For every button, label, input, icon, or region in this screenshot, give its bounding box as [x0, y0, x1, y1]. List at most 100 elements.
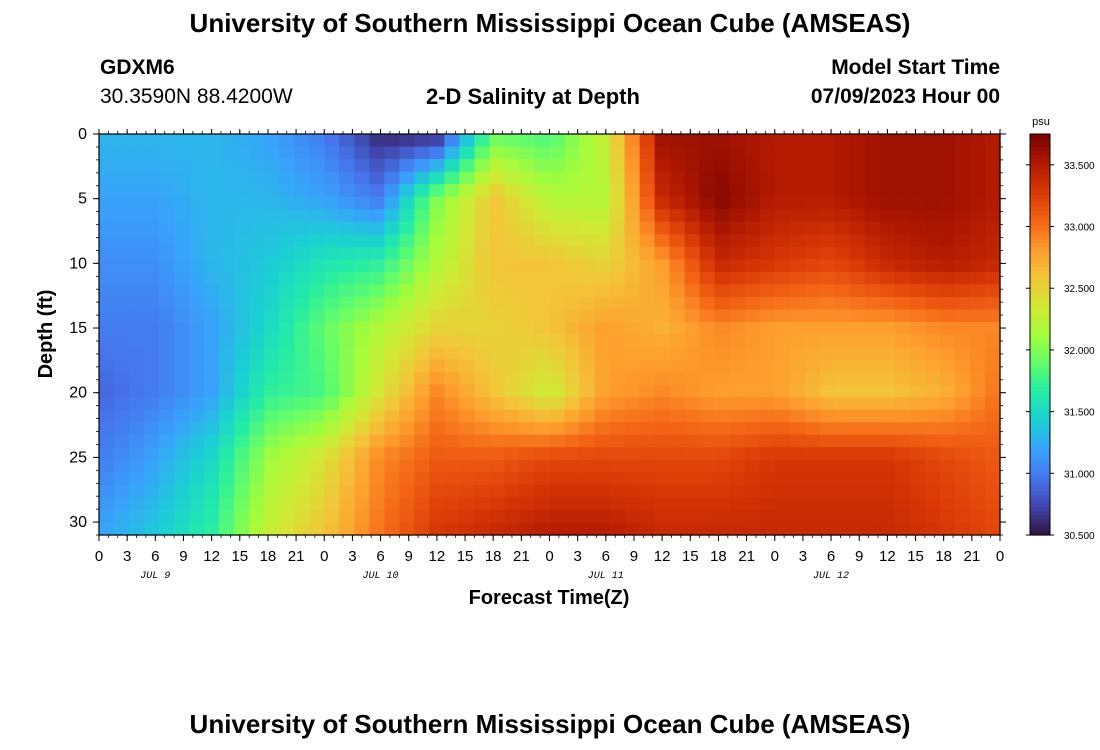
heatmap-cell — [849, 196, 866, 210]
heatmap-cell — [594, 171, 611, 185]
heatmap-cell — [729, 309, 746, 323]
heatmap-cell — [279, 372, 295, 386]
heatmap-cell — [879, 296, 896, 311]
heatmap-cell — [504, 372, 521, 386]
heatmap-cell — [384, 284, 400, 298]
heatmap-cell — [654, 234, 671, 248]
colorbar-segment — [1030, 138, 1050, 143]
y-tick-label: 20 — [69, 385, 87, 402]
heatmap-cell — [489, 397, 506, 411]
heatmap-cell — [744, 522, 761, 536]
heatmap-cell — [759, 359, 776, 373]
heatmap-cell — [144, 196, 160, 210]
heatmap-cell — [879, 271, 896, 285]
heatmap-cell — [249, 309, 265, 323]
heatmap-cell — [624, 321, 641, 336]
heatmap-cell — [249, 447, 265, 461]
heatmap-cell — [384, 422, 400, 436]
heatmap-cell — [744, 184, 761, 198]
heatmap-cell — [474, 434, 491, 448]
heatmap-cell — [399, 522, 415, 536]
heatmap-cell — [339, 509, 355, 524]
heatmap-cell — [159, 509, 175, 524]
heatmap-cell — [114, 347, 130, 361]
heatmap-cell — [174, 472, 190, 486]
heatmap-cell — [969, 334, 986, 348]
heatmap-cell — [114, 359, 130, 373]
heatmap-cell — [894, 246, 911, 260]
heatmap-cell — [819, 459, 836, 473]
colorbar-segment — [1030, 286, 1050, 291]
heatmap-cell — [174, 271, 190, 285]
heatmap-cell — [819, 409, 836, 423]
heatmap-cell — [924, 259, 941, 273]
heatmap-cell — [129, 271, 145, 285]
heatmap-cell — [189, 484, 205, 499]
heatmap-cell — [714, 146, 731, 160]
heatmap-cell — [864, 434, 881, 448]
heatmap-cell — [624, 209, 641, 223]
heatmap-cell — [744, 497, 761, 511]
heatmap-cell — [264, 372, 280, 386]
heatmap-cell — [444, 484, 460, 499]
heatmap-cell — [924, 221, 941, 235]
heatmap-cell — [414, 422, 430, 436]
heatmap-cell — [954, 359, 971, 373]
heatmap-cell — [654, 146, 671, 160]
heatmap-cell — [144, 221, 160, 235]
heatmap-cell — [489, 271, 506, 285]
heatmap-cell — [399, 209, 415, 223]
heatmap-cell — [399, 484, 415, 499]
heatmap-cell — [189, 184, 205, 198]
heatmap-cell — [804, 234, 821, 248]
heatmap-cell — [789, 309, 806, 323]
heatmap-cell — [969, 347, 986, 361]
heatmap-cell — [279, 447, 295, 461]
heatmap-cell — [969, 221, 986, 235]
heatmap-cell — [189, 409, 205, 423]
heatmap-cell — [984, 271, 1001, 285]
heatmap-cell — [339, 359, 355, 373]
heatmap-cell — [399, 434, 415, 448]
heatmap-cell — [459, 146, 476, 160]
heatmap-cell — [699, 234, 716, 248]
colorbar-segment — [1030, 150, 1050, 155]
heatmap-cell — [279, 347, 295, 361]
heatmap-cell — [909, 271, 926, 285]
heatmap-cell — [399, 146, 415, 160]
heatmap-cell — [444, 134, 460, 148]
heatmap-cell — [474, 447, 491, 461]
heatmap-cell — [369, 321, 385, 336]
heatmap-cell — [114, 409, 130, 423]
heatmap-cell — [249, 134, 265, 148]
heatmap-cell — [549, 497, 566, 511]
heatmap-cell — [459, 384, 476, 398]
heatmap-cell — [864, 334, 881, 348]
heatmap-cell — [564, 321, 581, 336]
heatmap-cell — [834, 309, 851, 323]
y-axis-title: Depth (ft) — [35, 290, 57, 379]
heatmap-cell — [309, 409, 325, 423]
heatmap-cell — [609, 159, 626, 173]
heatmap-cell — [759, 384, 776, 398]
heatmap-cell — [549, 434, 566, 448]
heatmap-cell — [729, 384, 746, 398]
colorbar-segment — [1030, 166, 1050, 171]
heatmap-cell — [534, 497, 551, 511]
heatmap-cell — [129, 171, 145, 185]
heatmap-cell — [279, 134, 295, 148]
heatmap-cell — [114, 309, 130, 323]
heatmap-cell — [939, 196, 956, 210]
heatmap-cell — [99, 447, 115, 461]
heatmap-cell — [819, 321, 836, 336]
heatmap-cell — [444, 221, 460, 235]
heatmap-cell — [384, 347, 400, 361]
x-axis-title: Forecast Time(Z) — [469, 587, 630, 609]
heatmap-cell — [234, 447, 250, 461]
heatmap-cell — [714, 171, 731, 185]
heatmap-cell — [189, 434, 205, 448]
heatmap-cell — [114, 372, 130, 386]
heatmap-cell — [114, 321, 130, 336]
heatmap-cell — [864, 146, 881, 160]
heatmap-cell — [594, 384, 611, 398]
